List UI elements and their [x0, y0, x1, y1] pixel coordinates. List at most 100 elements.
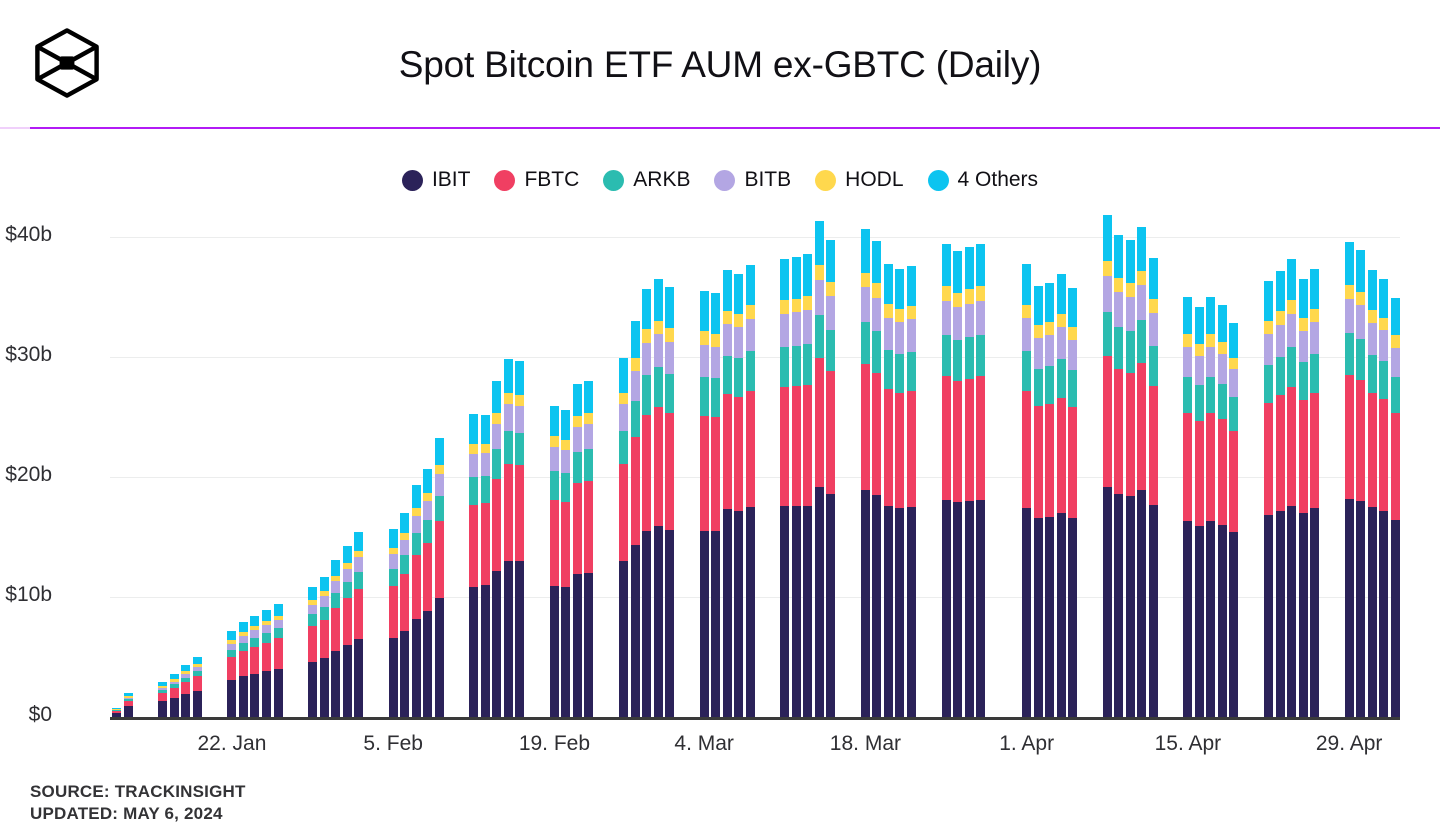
legend-item-4-others[interactable]: 4 Others — [927, 168, 1038, 192]
bar-2024-05-01[interactable] — [1367, 270, 1377, 717]
bar-2024-03-18[interactable] — [860, 229, 870, 717]
bar-2024-02-14[interactable] — [492, 381, 502, 717]
bar-2024-02-12[interactable] — [469, 414, 479, 717]
bar-segment-hodl — [699, 331, 709, 345]
bar-2024-04-25[interactable] — [1298, 278, 1308, 717]
bar-2024-01-16[interactable] — [158, 681, 168, 717]
bar-2024-03-21[interactable] — [895, 268, 905, 717]
bar-2024-01-25[interactable] — [261, 610, 271, 717]
bar-2024-02-20[interactable] — [549, 406, 559, 717]
legend-item-hodl[interactable]: HODL — [815, 168, 904, 192]
bar-2024-03-12[interactable] — [791, 257, 801, 717]
bar-2024-02-15[interactable] — [503, 358, 513, 717]
bar-segment-hodl — [308, 599, 318, 605]
bar-2024-03-07[interactable] — [734, 274, 744, 717]
bar-2024-04-04[interactable] — [1056, 273, 1066, 717]
bar-2024-02-23[interactable] — [584, 380, 594, 717]
bar-2024-02-29[interactable] — [653, 279, 663, 717]
bar-2024-01-18[interactable] — [181, 665, 191, 717]
bar-2024-02-21[interactable] — [561, 410, 571, 717]
bar-segment-fbtc — [883, 389, 893, 506]
bar-2024-01-26[interactable] — [273, 604, 283, 717]
bar-2024-01-22[interactable] — [227, 631, 237, 717]
bar-segment-arkb — [1194, 385, 1204, 421]
bar-2024-02-28[interactable] — [642, 288, 652, 717]
bar-2024-03-05[interactable] — [711, 293, 721, 717]
bar-2024-03-26[interactable] — [953, 250, 963, 717]
bar-2024-04-11[interactable] — [1137, 226, 1147, 717]
bar-segment-hodl — [1194, 343, 1204, 356]
bar-segment-hodl — [1148, 299, 1158, 313]
bar-2024-03-25[interactable] — [941, 243, 951, 717]
bar-2024-02-22[interactable] — [572, 383, 582, 717]
bar-2024-04-24[interactable] — [1287, 259, 1297, 717]
bar-2024-01-29[interactable] — [308, 586, 318, 717]
bar-2024-03-04[interactable] — [699, 291, 709, 717]
legend-item-arkb[interactable]: ARKB — [603, 168, 690, 192]
bar-2024-04-19[interactable] — [1229, 322, 1239, 717]
bar-2024-03-11[interactable] — [780, 259, 790, 717]
bar-2024-04-01[interactable] — [1022, 264, 1032, 717]
bar-2024-03-08[interactable] — [745, 264, 755, 717]
bar-2024-01-17[interactable] — [169, 673, 179, 717]
bar-2024-04-23[interactable] — [1275, 271, 1285, 717]
bar-2024-04-30[interactable] — [1356, 249, 1366, 717]
bar-2024-04-16[interactable] — [1194, 307, 1204, 717]
bar-segment-4-others — [411, 485, 421, 508]
bar-2024-01-11[interactable] — [112, 707, 122, 717]
bar-2024-02-01[interactable] — [342, 546, 352, 717]
bar-2024-02-26[interactable] — [619, 358, 629, 717]
bar-2024-04-03[interactable] — [1045, 282, 1055, 717]
x-axis-tick-label: 1. Apr — [999, 732, 1055, 755]
bar-2024-04-18[interactable] — [1217, 305, 1227, 717]
bar-2024-03-13[interactable] — [803, 254, 813, 717]
bar-2024-02-02[interactable] — [354, 532, 364, 717]
bar-2024-04-17[interactable] — [1206, 297, 1216, 717]
bar-2024-03-06[interactable] — [722, 270, 732, 717]
bar-2024-02-06[interactable] — [400, 512, 410, 717]
bar-segment-hodl — [469, 443, 479, 454]
bar-2024-01-31[interactable] — [331, 559, 341, 717]
bar-2024-03-01[interactable] — [665, 287, 675, 717]
bar-2024-02-09[interactable] — [434, 437, 444, 717]
bar-segment-4-others — [1287, 259, 1297, 301]
bar-2024-04-26[interactable] — [1310, 268, 1320, 717]
legend-item-fbtc[interactable]: FBTC — [494, 168, 579, 192]
bar-2024-04-15[interactable] — [1183, 297, 1193, 717]
bar-2024-01-30[interactable] — [319, 577, 329, 717]
bar-segment-ibit — [711, 531, 721, 717]
bar-2024-02-08[interactable] — [423, 468, 433, 717]
bar-2024-01-12[interactable] — [123, 692, 133, 717]
bar-2024-02-16[interactable] — [515, 361, 525, 717]
legend-item-bitb[interactable]: BITB — [714, 168, 791, 192]
bar-2024-02-05[interactable] — [388, 529, 398, 717]
bar-2024-04-12[interactable] — [1148, 257, 1158, 717]
bar-2024-04-10[interactable] — [1125, 240, 1135, 717]
bar-2024-03-19[interactable] — [872, 240, 882, 717]
bar-2024-04-08[interactable] — [1102, 215, 1112, 717]
bar-2024-04-22[interactable] — [1264, 281, 1274, 717]
bar-2024-03-14[interactable] — [814, 220, 824, 717]
bar-2024-03-22[interactable] — [906, 265, 916, 717]
bar-2024-03-20[interactable] — [883, 263, 893, 717]
bar-2024-04-09[interactable] — [1114, 234, 1124, 717]
bar-2024-04-02[interactable] — [1033, 286, 1043, 717]
bar-2024-01-24[interactable] — [250, 616, 260, 717]
bar-segment-bitb — [895, 322, 905, 355]
bar-2024-04-29[interactable] — [1344, 241, 1354, 717]
bar-2024-02-07[interactable] — [411, 485, 421, 717]
bar-2024-01-19[interactable] — [192, 657, 202, 717]
bar-2024-02-27[interactable] — [630, 320, 640, 717]
bar-segment-fbtc — [549, 499, 559, 587]
bar-2024-01-23[interactable] — [238, 622, 248, 717]
bar-2024-03-28[interactable] — [976, 243, 986, 717]
bar-segment-4-others — [192, 657, 202, 664]
bar-2024-05-02[interactable] — [1379, 279, 1389, 717]
bar-2024-04-05[interactable] — [1068, 288, 1078, 717]
bar-segment-arkb — [1264, 364, 1274, 403]
bar-2024-03-27[interactable] — [964, 246, 974, 717]
bar-2024-05-03[interactable] — [1390, 298, 1400, 717]
bar-2024-02-13[interactable] — [480, 414, 490, 717]
legend-item-ibit[interactable]: IBIT — [401, 168, 470, 192]
bar-2024-03-15[interactable] — [826, 239, 836, 717]
